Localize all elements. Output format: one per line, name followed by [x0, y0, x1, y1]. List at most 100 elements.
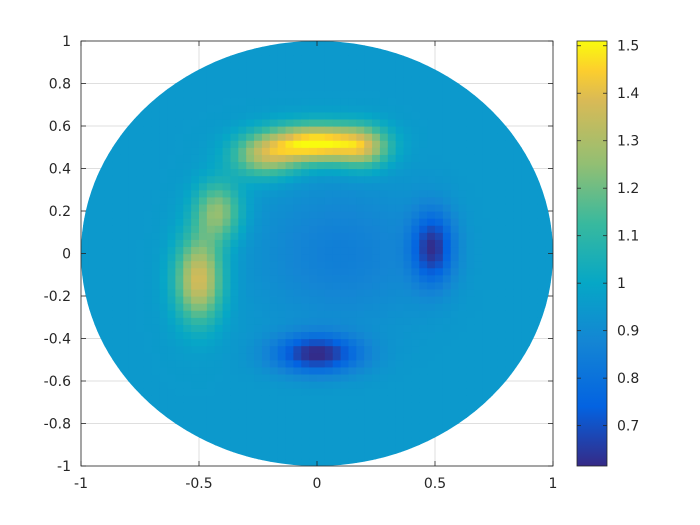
heatmap-cell — [356, 203, 365, 212]
heatmap-cell — [88, 168, 98, 177]
heatmap-cell — [175, 359, 184, 368]
heatmap-cell — [167, 218, 176, 226]
heatmap-cell — [364, 253, 373, 262]
heatmap-cell — [442, 352, 452, 361]
heatmap-cell — [450, 211, 460, 219]
heatmap-cell — [191, 175, 200, 184]
heatmap-cell — [372, 154, 381, 163]
heatmap-cell — [364, 189, 373, 198]
heatmap-cell — [324, 211, 334, 219]
heatmap-cell — [497, 111, 507, 120]
heatmap-cell — [372, 331, 381, 340]
heatmap-cell — [474, 402, 483, 410]
heatmap-cell — [269, 303, 279, 311]
heatmap-cell — [277, 359, 287, 368]
heatmap-cell — [301, 55, 310, 63]
heatmap-cell — [285, 118, 294, 127]
heatmap-cell — [277, 416, 287, 425]
heatmap-cell — [364, 76, 373, 85]
heatmap-cell — [277, 154, 287, 163]
heatmap-cell — [403, 225, 412, 233]
heatmap-cell — [332, 267, 342, 276]
heatmap-cell — [403, 211, 412, 219]
heatmap-cell — [191, 317, 200, 325]
heatmap-cell — [206, 218, 216, 226]
heatmap-cell — [309, 189, 318, 198]
heatmap-cell — [238, 416, 247, 425]
heatmap-cell — [269, 90, 279, 99]
heatmap-cell — [261, 196, 271, 205]
heatmap-cell — [395, 189, 405, 198]
heatmap-cell — [175, 76, 184, 85]
heatmap-cell — [151, 324, 161, 333]
heatmap-cell — [324, 225, 334, 233]
heatmap-cell — [387, 373, 397, 382]
heatmap-cell — [167, 161, 176, 170]
heatmap-cell — [254, 324, 263, 333]
heatmap-cell — [222, 218, 232, 226]
heatmap-cell — [513, 189, 523, 198]
heatmap-cell — [81, 288, 90, 297]
heatmap-cell — [482, 345, 491, 354]
heatmap-cell — [395, 324, 405, 333]
heatmap-cell — [293, 196, 302, 205]
heatmap-cell — [340, 175, 350, 184]
heatmap-cell — [324, 147, 334, 155]
heatmap-cell — [309, 83, 318, 92]
heatmap-cell — [395, 182, 405, 191]
heatmap-cell — [175, 253, 184, 262]
heatmap-cell — [435, 83, 444, 92]
heatmap-cell — [332, 182, 342, 191]
heatmap-cell — [332, 296, 342, 304]
heatmap-cell — [442, 161, 452, 170]
heatmap-cell — [238, 69, 247, 78]
heatmap-cell — [230, 211, 239, 219]
heatmap-cell — [348, 161, 357, 170]
heatmap-cell — [317, 69, 326, 78]
heatmap-cell — [379, 225, 389, 233]
heatmap-cell — [246, 373, 255, 382]
heatmap-cell — [427, 97, 436, 106]
heatmap-cell — [159, 381, 169, 389]
heatmap-cell — [435, 196, 444, 205]
heatmap-cell — [403, 303, 412, 311]
heatmap-cell — [537, 274, 546, 283]
heatmap-cell — [175, 196, 184, 205]
heatmap-cell — [159, 303, 169, 311]
heatmap-cell — [81, 253, 90, 262]
heatmap-cell — [372, 55, 381, 63]
heatmap-cell — [301, 260, 310, 269]
heatmap-cell — [246, 196, 255, 205]
heatmap-cell — [490, 118, 499, 127]
heatmap-cell — [261, 260, 271, 269]
heatmap-cell — [458, 161, 468, 170]
heatmap-cell — [222, 161, 232, 170]
heatmap-cell — [269, 281, 279, 290]
heatmap-cell — [450, 317, 460, 325]
heatmap-cell — [183, 182, 192, 191]
heatmap-cell — [340, 48, 350, 56]
heatmap-cell — [191, 260, 200, 269]
heatmap-cell — [450, 196, 460, 205]
heatmap-cell — [545, 232, 553, 240]
heatmap-cell — [490, 366, 499, 375]
heatmap-cell — [238, 154, 247, 163]
heatmap-cell — [254, 402, 263, 410]
heatmap-cell — [183, 267, 192, 276]
heatmap-cell — [277, 168, 287, 177]
heatmap-cell — [128, 352, 137, 361]
heatmap-cell — [450, 126, 460, 134]
heatmap-cell — [490, 324, 499, 333]
heatmap-cell — [364, 211, 373, 219]
heatmap-cell — [175, 175, 184, 184]
heatmap-cell — [230, 104, 239, 113]
heatmap-cell — [238, 267, 247, 276]
heatmap-cell — [238, 296, 247, 304]
heatmap-cell — [167, 189, 176, 198]
heatmap-cell — [254, 366, 263, 375]
heatmap-cell — [112, 352, 121, 361]
heatmap-cell — [427, 90, 436, 99]
heatmap-cell — [356, 76, 365, 85]
heatmap-cell — [309, 324, 318, 333]
